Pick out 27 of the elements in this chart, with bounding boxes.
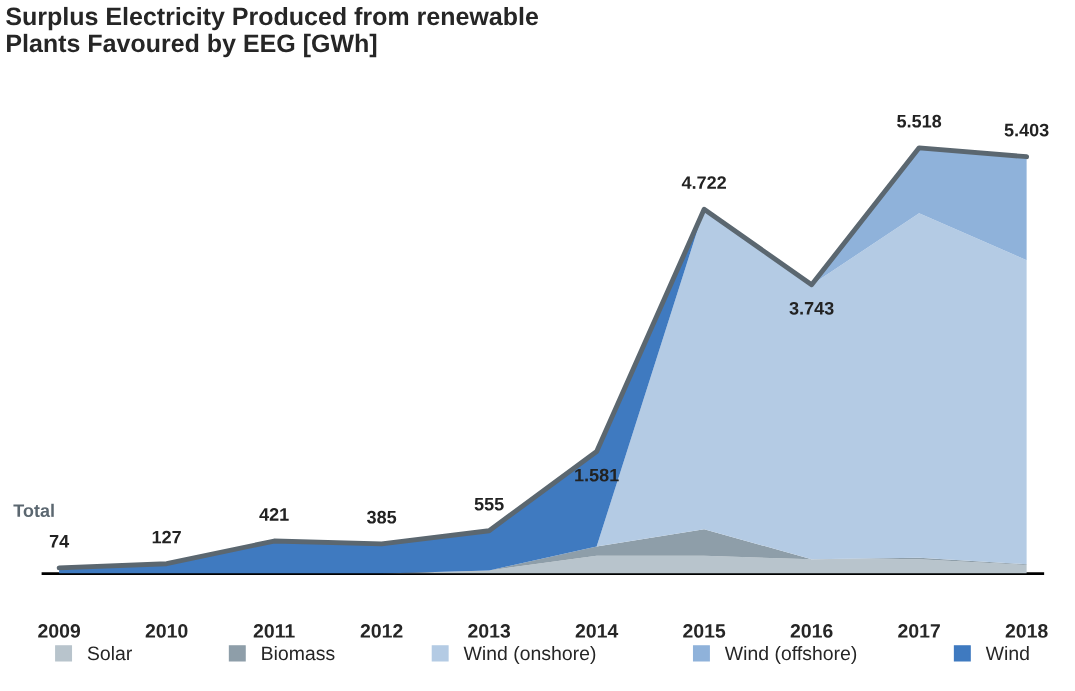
data-label: 4.722 — [681, 176, 726, 189]
data-label: 127 — [152, 530, 181, 544]
data-label: 3.743 — [789, 301, 834, 315]
text: Total — [13, 503, 54, 518]
x-tick-label: 2018 — [1005, 624, 1048, 638]
x-tick-label: 2016 — [790, 624, 833, 638]
legend-label: Wind (onshore) — [463, 645, 596, 665]
x-tick-label: 2017 — [898, 624, 940, 638]
legend-label: Wind — [985, 645, 1029, 661]
x-tick-label: 2010 — [145, 624, 188, 638]
x-tick-label: 2015 — [683, 624, 726, 638]
legend-label: Wind (offshore) — [724, 645, 857, 665]
x-tick-label: 2012 — [360, 624, 403, 638]
x-tick-label: 2014 — [575, 624, 619, 638]
data-label: 5.518 — [897, 114, 942, 128]
x-tick-label: 2009 — [38, 624, 81, 638]
data-label: 555 — [474, 497, 504, 511]
x-tick-label: 2013 — [468, 624, 511, 638]
legend-label: Solar — [87, 645, 132, 661]
text: Surplus Electricity Produced from renewable Plants Favoured by EEG [GWh] — [6, 6, 539, 58]
data-label: 5.403 — [1004, 123, 1049, 137]
data-label: 74 — [49, 534, 70, 548]
x-tick-label: 2011 — [253, 624, 295, 638]
data-label: 421 — [259, 508, 289, 521]
data-label: 1.581 — [575, 468, 619, 482]
data-label: 385 — [366, 510, 397, 524]
legend-label: Biomass — [262, 645, 335, 661]
